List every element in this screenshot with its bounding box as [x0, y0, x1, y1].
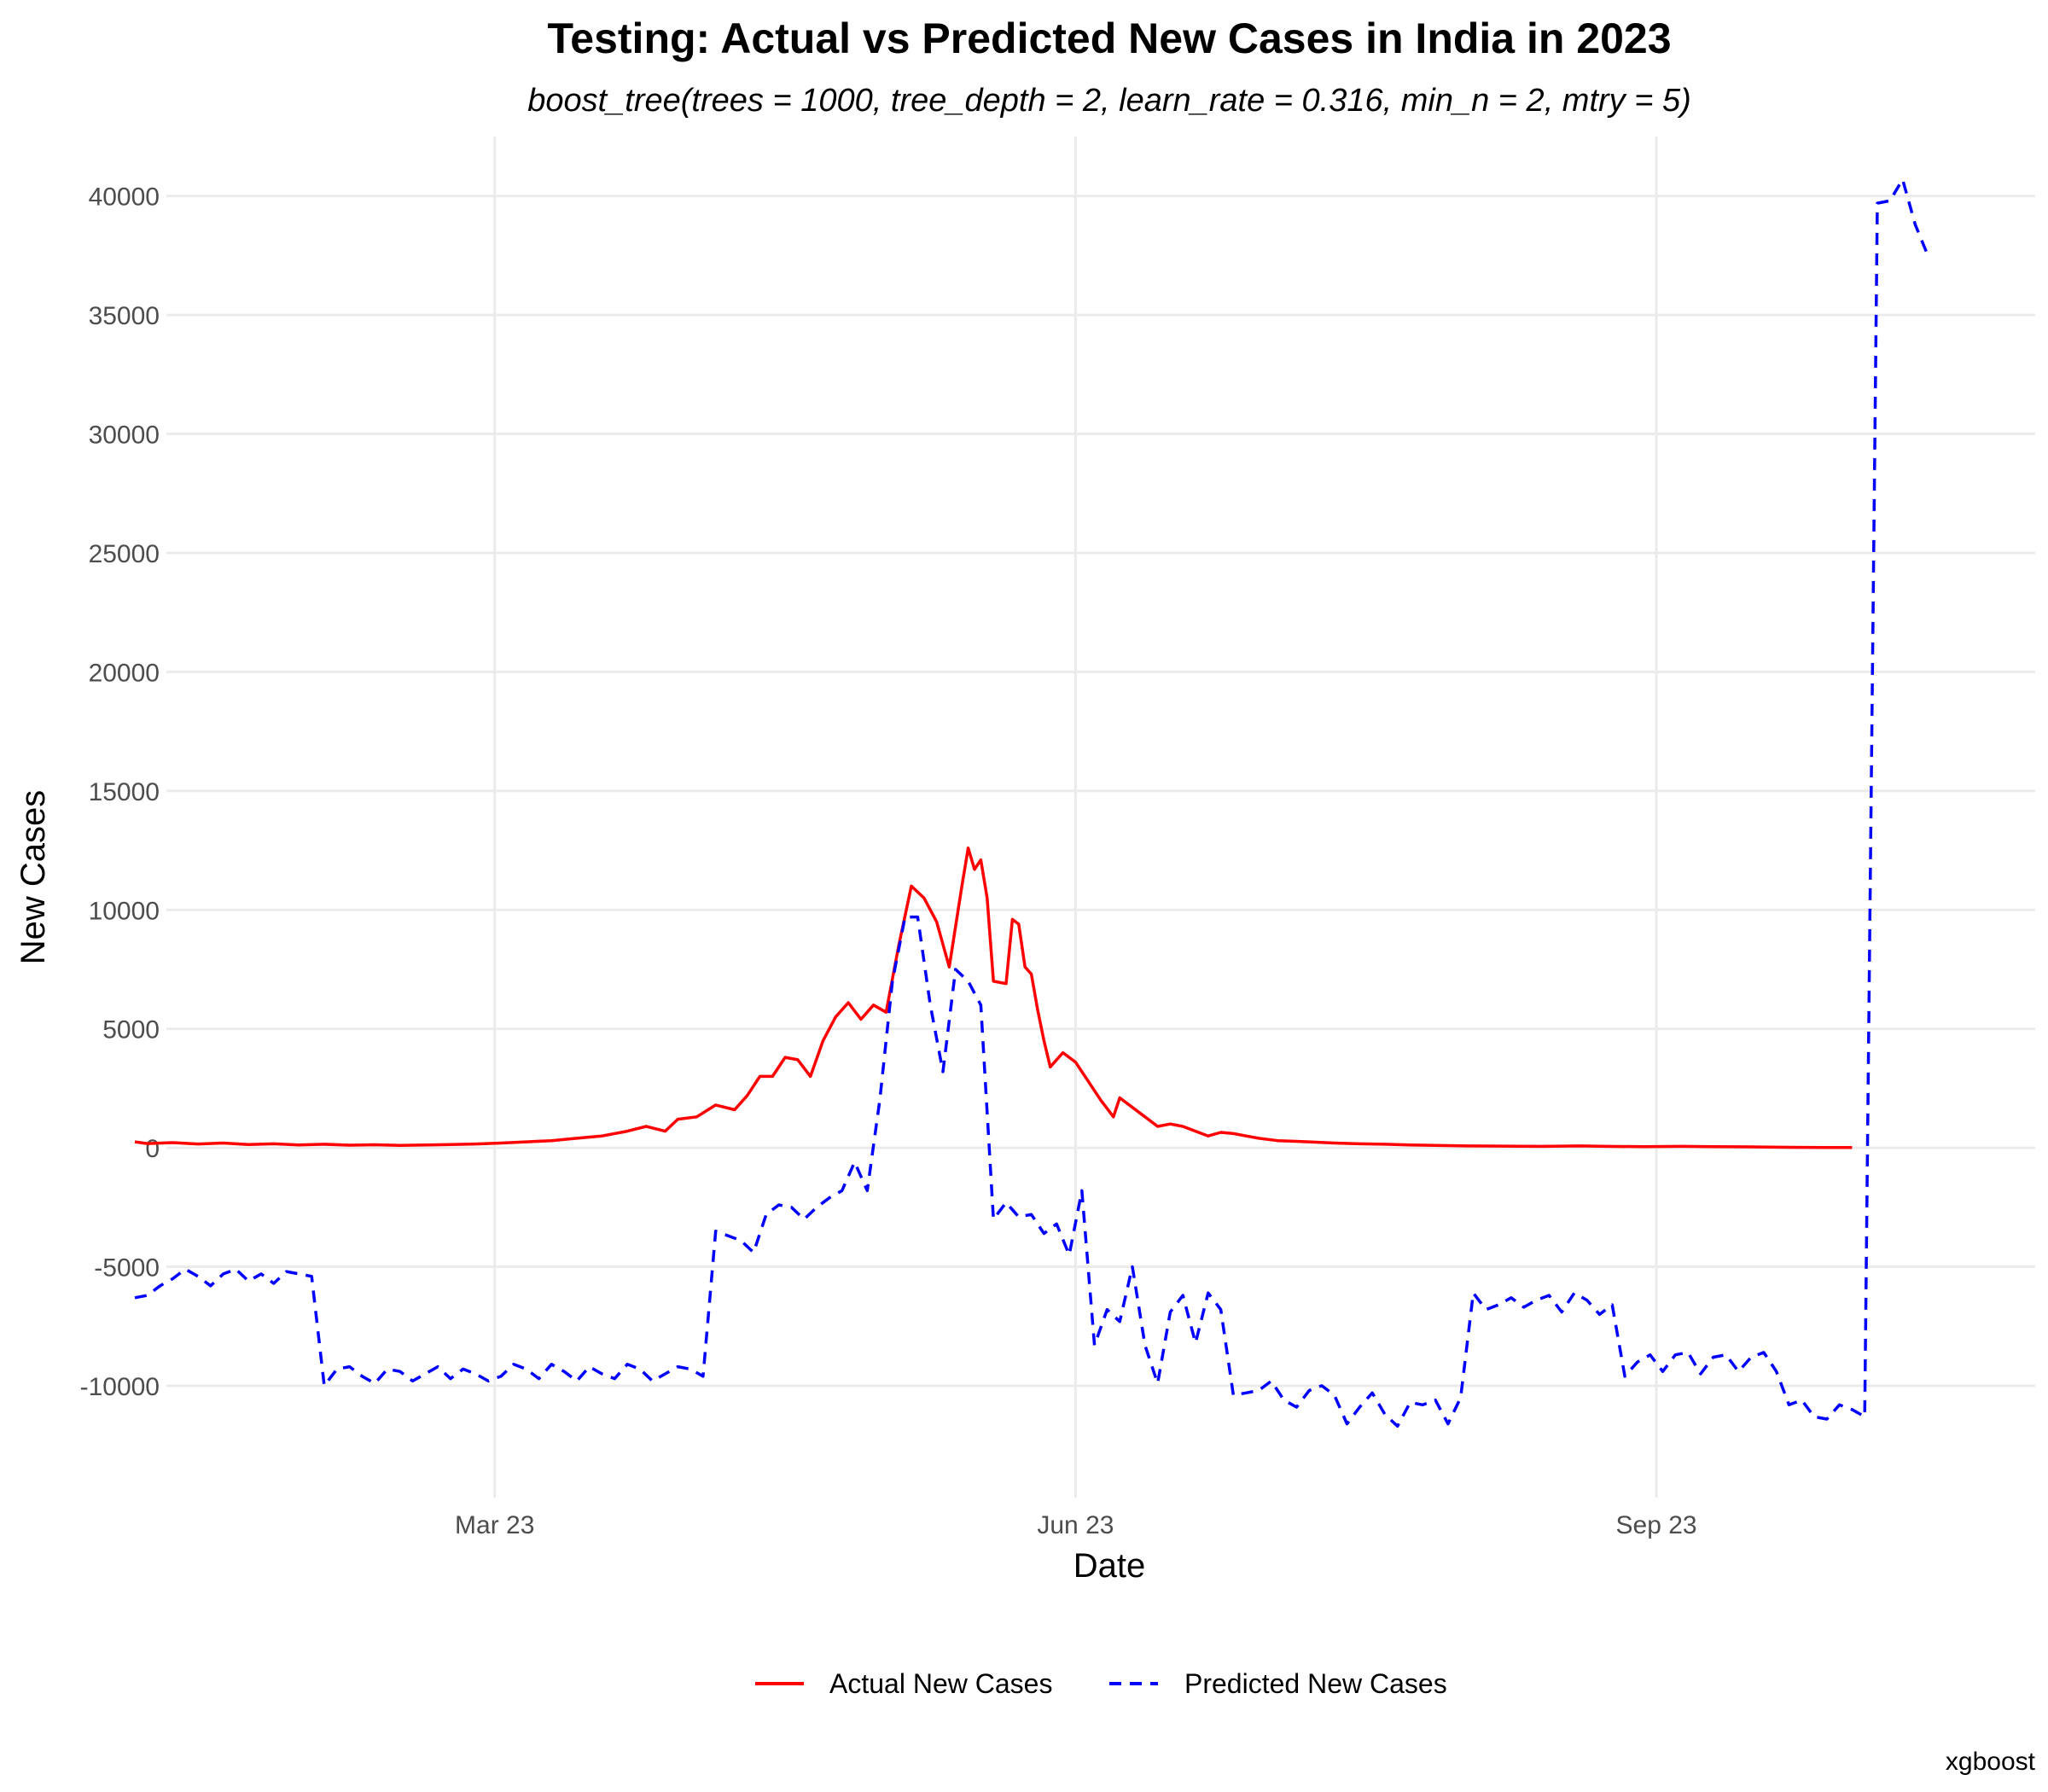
x-tick-label-2: Sep 23	[1616, 1511, 1697, 1539]
legend-label-0: Actual New Cases	[829, 1668, 1052, 1699]
y-tick-label-0: -10000	[80, 1373, 160, 1401]
y-tick-label-8: 30000	[89, 422, 160, 450]
x-tick-label-1: Jun 23	[1037, 1511, 1114, 1539]
y-tick-label-3: 5000	[102, 1016, 160, 1044]
y-axis-ticks: -10000 -5000 0 5000 10000 15000 20000 25000 3000…	[80, 183, 160, 1401]
series-line-1	[134, 177, 1929, 1428]
series-line-0	[134, 847, 1853, 1149]
y-tick-label-10: 40000	[89, 183, 160, 212]
y-tick-label-4: 10000	[89, 897, 160, 925]
series-lines	[134, 177, 1929, 1428]
y-tick-label-7: 25000	[89, 540, 160, 568]
y-axis-title: New Cases	[15, 790, 52, 965]
caption: xgboost	[1946, 1748, 2036, 1776]
chart-subtitle: boost_tree(trees = 1000, tree_depth = 2,…	[527, 83, 1691, 119]
x-axis-ticks: Mar 23 Jun 23 Sep 23	[455, 1511, 1697, 1539]
y-tick-label-1: -5000	[94, 1254, 160, 1283]
x-tick-label-0: Mar 23	[455, 1511, 534, 1539]
y-tick-label-9: 35000	[89, 302, 160, 330]
legend-label-1: Predicted New Cases	[1184, 1668, 1447, 1699]
legend: Actual New Cases Predicted New Cases	[755, 1668, 1447, 1699]
y-tick-label-6: 20000	[89, 659, 160, 687]
grid	[166, 137, 2035, 1498]
chart-title: Testing: Actual vs Predicted New Cases i…	[547, 15, 1671, 62]
y-tick-label-5: 15000	[89, 778, 160, 806]
y-tick-label-2: 0	[145, 1135, 160, 1163]
x-axis-title: Date	[1073, 1547, 1146, 1585]
